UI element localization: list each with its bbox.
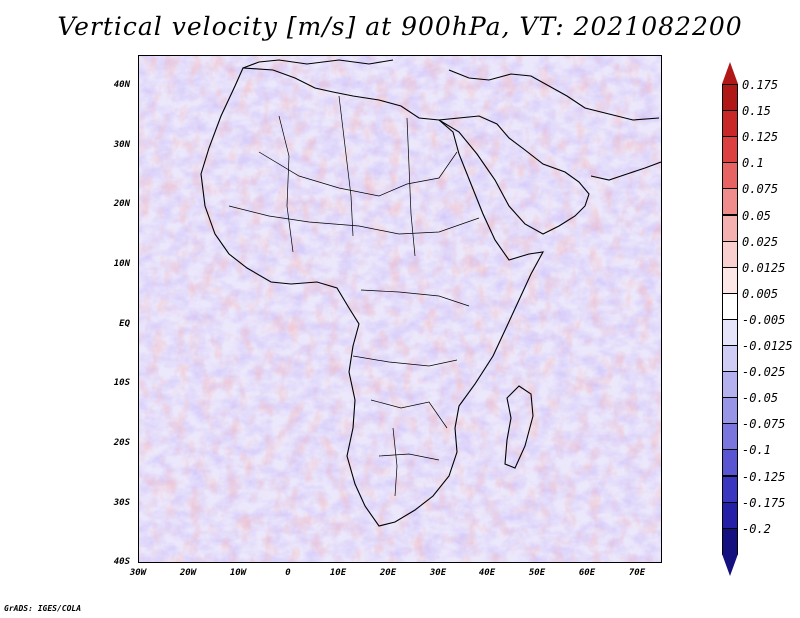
colorbar-swatch xyxy=(722,292,738,320)
colorbar-label: 0.025 xyxy=(742,234,779,249)
colorbar-swatch xyxy=(722,266,738,294)
lon-label-70e: 70E xyxy=(628,568,646,578)
colorbar-label: 0.175 xyxy=(742,78,779,92)
lat-label-10n: 10N xyxy=(113,259,130,269)
colorbar-label: 0.05 xyxy=(742,208,771,223)
lon-label-10w: 10W xyxy=(229,568,247,578)
lat-label-20s: 20S xyxy=(113,438,130,448)
colorbar-swatch xyxy=(722,371,738,399)
colorbar-max-arrow xyxy=(722,62,738,84)
colorbar-swatch xyxy=(722,527,738,555)
velocity-field xyxy=(139,56,661,562)
coastlines xyxy=(200,59,661,527)
grads-credit: GrADS: IGES/COLA xyxy=(4,604,82,613)
colorbar-swatch xyxy=(722,214,738,242)
colorbar-swatch xyxy=(722,110,738,138)
colorbar-swatch xyxy=(722,162,738,190)
lat-label-10s: 10S xyxy=(113,378,130,388)
colorbar-swatch xyxy=(722,345,738,373)
colorbar-label: -0.175 xyxy=(742,495,786,510)
colorbar-label: -0.005 xyxy=(742,312,786,327)
colorbar-label: 0.125 xyxy=(742,130,779,145)
colorbar-label: -0.05 xyxy=(742,391,779,406)
lon-label-30e: 30E xyxy=(429,568,447,578)
colorbar-label: -0.0125 xyxy=(742,339,793,353)
colorbar-swatch xyxy=(722,397,738,425)
colorbar-label: -0.2 xyxy=(742,521,771,536)
country-borders xyxy=(228,95,480,497)
lon-label-60e: 60E xyxy=(578,568,596,578)
lon-label-10e: 10E xyxy=(329,568,347,578)
lat-label-eq: EQ xyxy=(119,319,130,329)
colorbar-label: 0.15 xyxy=(742,104,771,119)
lon-label-40e: 40E xyxy=(478,568,496,578)
colorbar-swatch xyxy=(722,240,738,268)
colorbar-label: 0.075 xyxy=(742,182,779,197)
lon-label-50e: 50E xyxy=(528,568,546,578)
colorbar-label: 0.005 xyxy=(742,286,779,301)
lat-label-40n: 40N xyxy=(113,80,130,90)
lat-label-30s: 30S xyxy=(113,498,130,508)
colorbar-label: -0.075 xyxy=(742,417,786,432)
colorbar-label: 0.1 xyxy=(742,156,764,171)
colorbar-swatch xyxy=(722,84,738,112)
colorbar-label: 0.0125 xyxy=(742,260,786,275)
lon-label-20w: 20W xyxy=(179,568,197,578)
colorbar-label: -0.1 xyxy=(742,443,771,458)
colorbar-swatch xyxy=(722,188,738,216)
colorbar-label: -0.125 xyxy=(742,469,786,484)
lat-label-30n: 30N xyxy=(113,140,130,150)
lat-label-40s: 40S xyxy=(113,557,130,567)
map-plot-area xyxy=(138,55,662,563)
colorbar-swatch xyxy=(722,449,738,477)
lat-label-20n: 20N xyxy=(113,199,130,209)
colorbar-swatch xyxy=(722,423,738,451)
lon-label-20e: 20E xyxy=(379,568,397,578)
lon-label-30w: 30W xyxy=(129,568,147,578)
colorbar-swatch xyxy=(722,318,738,346)
lon-label-0: 0 xyxy=(285,568,291,578)
colorbar-swatch xyxy=(722,136,738,164)
colorbar-swatch xyxy=(722,475,738,503)
colorbar-label: -0.025 xyxy=(742,365,786,380)
colorbar-swatch xyxy=(722,501,738,529)
colorbar-min-arrow xyxy=(722,553,738,576)
chart-title: Vertical velocity [m/s] at 900hPa, VT: 2… xyxy=(57,12,743,41)
